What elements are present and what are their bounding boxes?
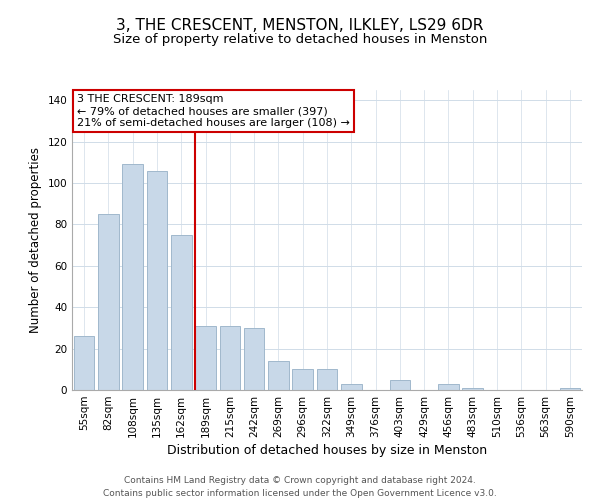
Text: Size of property relative to detached houses in Menston: Size of property relative to detached ho… [113, 34, 487, 46]
Bar [98, 214, 119, 390]
Bar [463, 388, 483, 390]
Text: Contains HM Land Registry data © Crown copyright and database right 2024.
Contai: Contains HM Land Registry data © Crown c… [103, 476, 497, 498]
Text: 3, THE CRESCENT, MENSTON, ILKLEY, LS29 6DR: 3, THE CRESCENT, MENSTON, ILKLEY, LS29 6… [116, 18, 484, 32]
Bar [292, 370, 313, 390]
Bar [317, 370, 337, 390]
Bar [268, 361, 289, 390]
Bar [341, 384, 362, 390]
Bar [438, 384, 459, 390]
X-axis label: Distribution of detached houses by size in Menston: Distribution of detached houses by size … [167, 444, 487, 457]
Y-axis label: Number of detached properties: Number of detached properties [29, 147, 42, 333]
Bar [171, 235, 191, 390]
Bar [244, 328, 265, 390]
Bar [74, 336, 94, 390]
Bar [389, 380, 410, 390]
Bar [220, 326, 240, 390]
Bar [122, 164, 143, 390]
Text: 3 THE CRESCENT: 189sqm
← 79% of detached houses are smaller (397)
21% of semi-de: 3 THE CRESCENT: 189sqm ← 79% of detached… [77, 94, 350, 128]
Bar [195, 326, 216, 390]
Bar [146, 170, 167, 390]
Bar [560, 388, 580, 390]
